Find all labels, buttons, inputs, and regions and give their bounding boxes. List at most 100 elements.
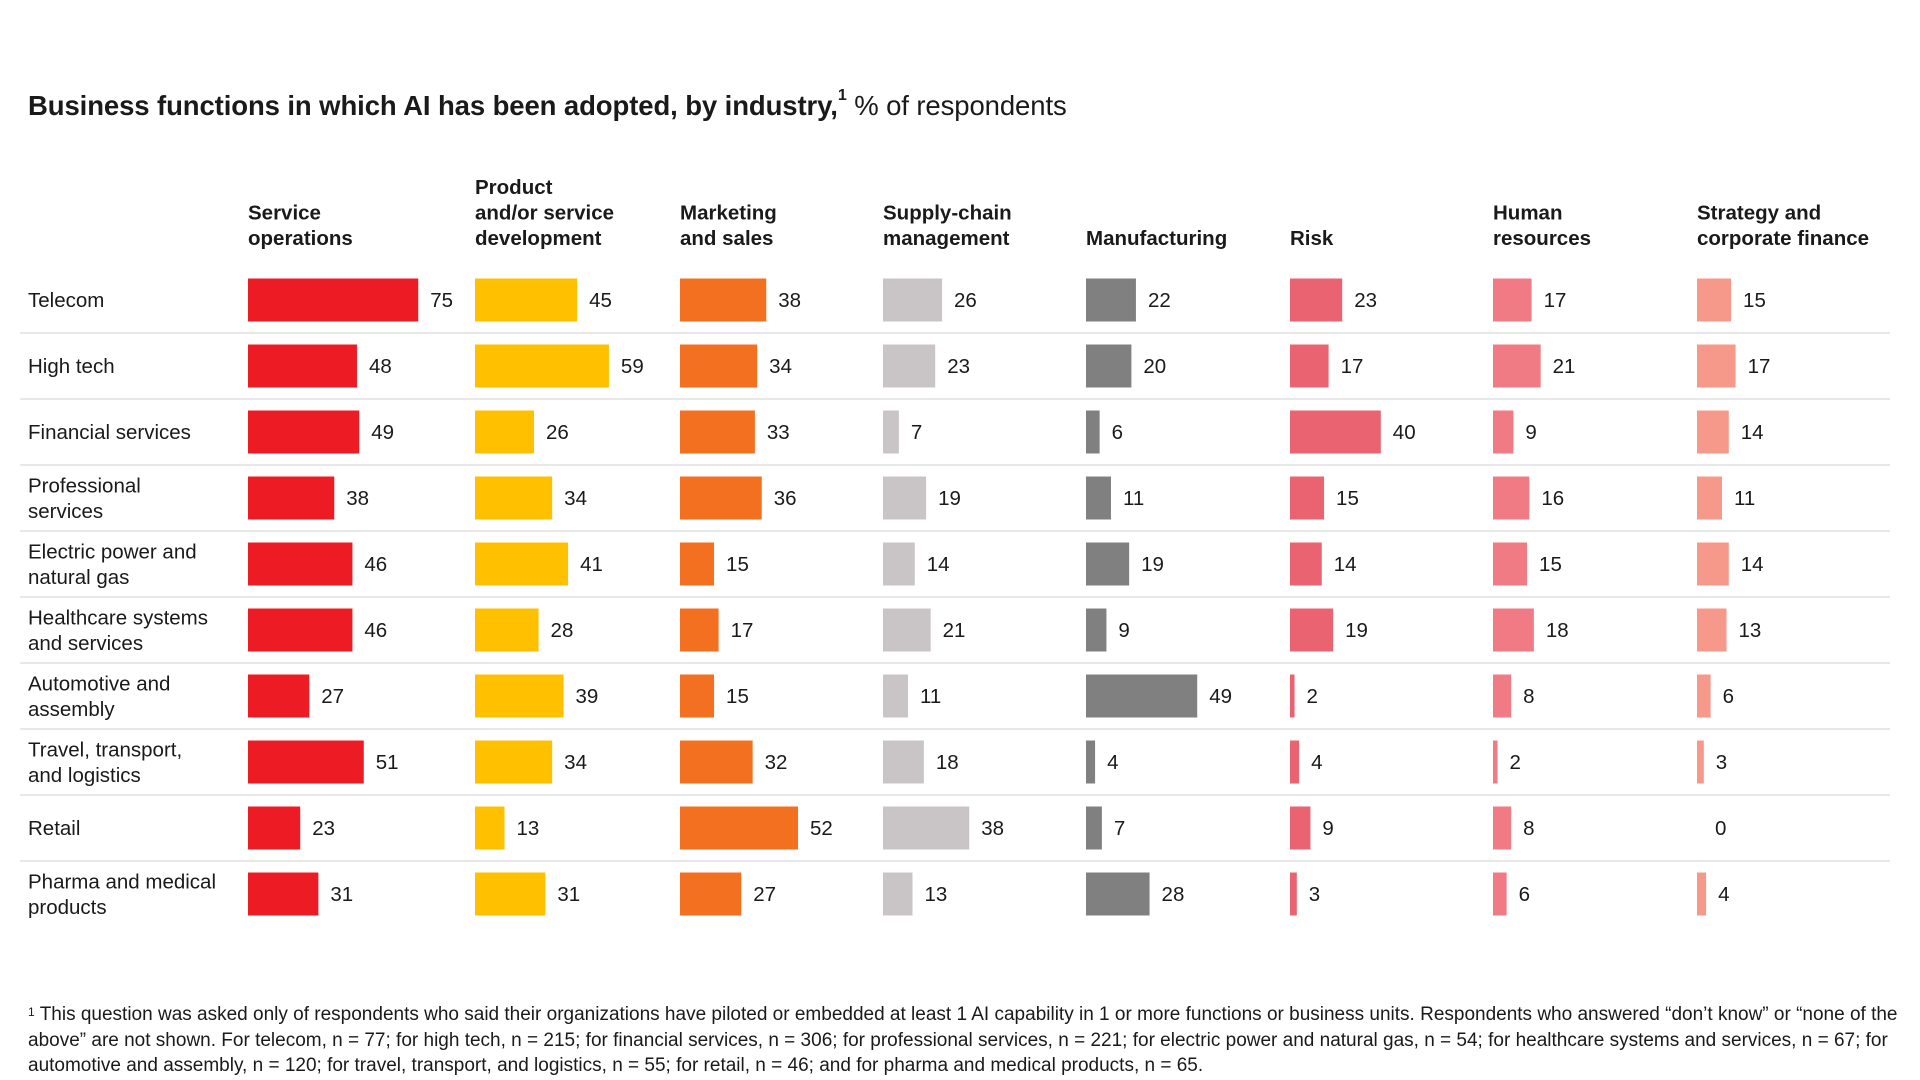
bar-value-label: 27 [321,685,344,708]
bar-value-label: 46 [364,553,387,576]
bar [475,344,609,388]
row-label: Travel, transport, and logistics [28,739,182,788]
bar-value-label: 19 [938,487,961,510]
bar-value-label: 17 [1341,355,1364,378]
bar [1086,542,1130,586]
bar [680,740,753,784]
bar-value-label: 23 [947,355,970,378]
bar [1493,344,1541,388]
bar [1290,476,1325,520]
title-footnote-marker: 1 [837,87,847,104]
bar [883,542,915,586]
row-label: Healthcare systems and services [28,607,208,656]
bar-value-label: 6 [1112,421,1123,444]
bar [248,674,310,718]
bar [883,740,924,784]
bar [883,806,970,850]
bar-value-label: 23 [1354,289,1377,312]
bar [1086,806,1102,850]
column-header: Marketing and sales [680,202,777,251]
chart-title-unit: % of respondents [854,90,1067,121]
bar [1086,344,1132,388]
bar-value-label: 39 [576,685,599,708]
bar-value-label: 19 [1345,619,1368,642]
bar [680,278,767,322]
bar-value-label: 52 [810,817,833,840]
row-label: Retail [28,817,80,840]
bar-value-label: 48 [369,355,392,378]
bar-value-label: 11 [920,685,941,708]
bar-value-label: 21 [943,619,966,642]
bar [680,872,742,916]
bar [1086,476,1111,520]
bar [680,674,715,718]
bar-value-label: 33 [767,421,790,444]
bar-value-label: 16 [1541,487,1564,510]
bar [1697,344,1736,388]
bar-value-label: 40 [1393,421,1416,444]
bar-chart-grid: Service operations Product and/or service de… [20,176,1890,920]
row-label: Professional services [28,475,141,524]
bar-value-label: 31 [557,883,580,906]
bar [883,476,927,520]
bar-value-label: 38 [981,817,1004,840]
bar [1697,872,1707,916]
bar [1493,806,1512,850]
bar-value-label: 17 [1544,289,1567,312]
bar [1493,542,1528,586]
bar [1290,542,1322,586]
row-label: Telecom [28,289,104,312]
bar-value-label: 4 [1311,751,1322,774]
bar [475,872,546,916]
bar-value-label: 23 [312,817,335,840]
bar [883,278,943,322]
bar [1290,740,1300,784]
bar [1493,674,1512,718]
bar-value-label: 13 [925,883,948,906]
bar-value-label: 36 [774,487,797,510]
bar-value-label: 8 [1523,817,1534,840]
bar [248,344,357,388]
bar-value-label: 31 [330,883,353,906]
bar [1697,278,1732,322]
bar-value-label: 4 [1107,751,1118,774]
bar [248,806,301,850]
bar [680,410,755,454]
chart-row: Pharma and medical products 31 31 27 13 28 3 6 4 [28,871,1729,920]
bar-value-label: 18 [936,751,959,774]
bar [680,608,719,652]
bar [475,278,578,322]
bar-value-label: 0 [1715,817,1726,840]
bar-value-label: 26 [546,421,569,444]
bar-value-label: 34 [564,487,587,510]
bar [1697,410,1729,454]
bar [883,674,908,718]
bar [1493,740,1498,784]
bar [680,806,799,850]
bar [1697,608,1727,652]
bar [883,410,899,454]
bar-value-label: 11 [1734,487,1755,510]
bar-value-label: 49 [1209,685,1232,708]
bar [680,542,715,586]
bar [1697,476,1722,520]
row-label: High tech [28,355,115,378]
bar-value-label: 2 [1510,751,1521,774]
bar-value-label: 41 [580,553,603,576]
bar-value-label: 13 [517,817,540,840]
bar-value-label: 9 [1322,817,1333,840]
bar-value-label: 14 [1741,421,1764,444]
bar-value-label: 17 [1748,355,1771,378]
bar [1086,278,1136,322]
bar [1493,608,1534,652]
bar [1290,674,1295,718]
bar-value-label: 59 [621,355,644,378]
bar [475,806,505,850]
column-header: Supply-chain management [883,202,1012,251]
column-header: Risk [1290,227,1334,250]
bar [1493,410,1514,454]
bar [1290,278,1343,322]
bar-value-label: 8 [1523,685,1534,708]
bar-value-label: 18 [1546,619,1569,642]
